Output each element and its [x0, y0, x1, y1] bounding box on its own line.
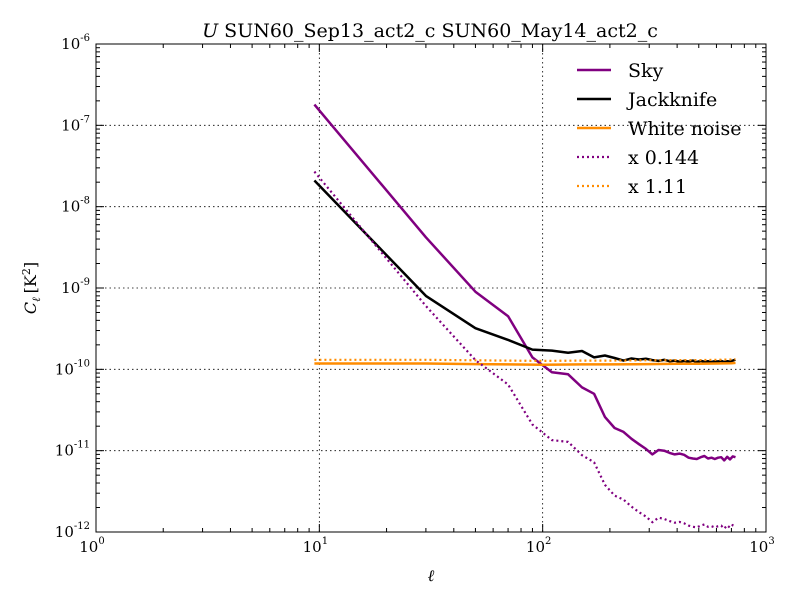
y-tick-label-exponent: -11	[74, 440, 90, 451]
y-axis-label-unit-end: ]	[21, 262, 40, 268]
x-tick-label-base: 10	[79, 538, 98, 556]
x-tick-label-exponent: 0	[98, 536, 104, 547]
x-tick-label: 102	[526, 536, 551, 556]
axis-tick-labels: 100 101 102 10310-1210-1110-1010-910-810-71…	[55, 33, 775, 556]
x-tick-label-base: 10	[303, 538, 322, 556]
y-tick-label: 10-6	[61, 33, 90, 53]
x-tick-label-base: 10	[749, 538, 768, 556]
y-axis-label-subscript: ℓ	[30, 297, 43, 302]
x-tick-label-exponent: 2	[545, 536, 551, 547]
legend-label: x 1.11	[628, 176, 687, 198]
y-tick-label: 10-10	[55, 358, 90, 378]
y-axis-label: Cℓ [K2]	[20, 262, 43, 314]
y-tick-label-exponent: -6	[80, 33, 90, 44]
legend-label: x 0.144	[628, 147, 699, 169]
y-tick-label-base: 10	[61, 116, 80, 134]
series-line-x-0-144	[313, 170, 736, 530]
legend-label: Jackknife	[626, 89, 717, 111]
y-tick-label-exponent: -10	[74, 358, 90, 369]
y-axis-label-symbol: C	[21, 302, 40, 314]
legend-label: White noise	[628, 118, 742, 140]
series-line-x-1-11	[314, 358, 736, 362]
y-tick-label-base: 10	[55, 442, 74, 460]
y-tick-label-exponent: -8	[80, 196, 90, 207]
x-tick-label-base: 10	[526, 538, 545, 556]
y-tick-label-exponent: -7	[80, 114, 90, 125]
y-axis-label-unit-exponent: 2	[20, 268, 33, 275]
series-layer	[313, 103, 736, 530]
x-tick-label: 100	[79, 536, 104, 556]
y-tick-label: 10-12	[55, 521, 90, 541]
y-tick-label: 10-7	[61, 114, 90, 134]
grid-lines	[96, 44, 766, 532]
chart-title: U SUN60_Sep13_act2_c SUN60_May14_act2_c	[202, 20, 658, 42]
y-axis-label-unit: [K	[21, 274, 40, 293]
x-tick-label: 103	[749, 536, 774, 556]
y-tick-label-exponent: -12	[74, 521, 90, 532]
axis-ticks	[95, 43, 767, 533]
chart-title-text: SUN60_Sep13_act2_c SUN60_May14_act2_c	[224, 20, 658, 42]
y-tick-label: 10-8	[61, 196, 90, 216]
legend: Sky Jackknife White noise x 0.144 x 1.11	[577, 60, 742, 198]
y-tick-label-base: 10	[55, 523, 74, 541]
x-tick-label-exponent: 1	[322, 536, 328, 547]
x-tick-label: 101	[303, 536, 328, 556]
legend-label: Sky	[628, 60, 664, 82]
series-line-white-noise	[314, 361, 736, 366]
y-tick-label-exponent: -9	[80, 277, 90, 288]
y-tick-label-base: 10	[61, 35, 80, 53]
y-tick-label: 10-9	[61, 277, 90, 297]
y-tick-label-base: 10	[61, 279, 80, 297]
y-tick-label-base: 10	[55, 360, 74, 378]
x-axis-label: ℓ	[428, 566, 435, 585]
y-tick-label: 10-11	[55, 440, 90, 460]
x-tick-label-exponent: 3	[768, 536, 774, 547]
chart-title-symbol: U	[202, 20, 219, 42]
series-line-sky	[313, 103, 736, 462]
y-tick-label-base: 10	[61, 198, 80, 216]
